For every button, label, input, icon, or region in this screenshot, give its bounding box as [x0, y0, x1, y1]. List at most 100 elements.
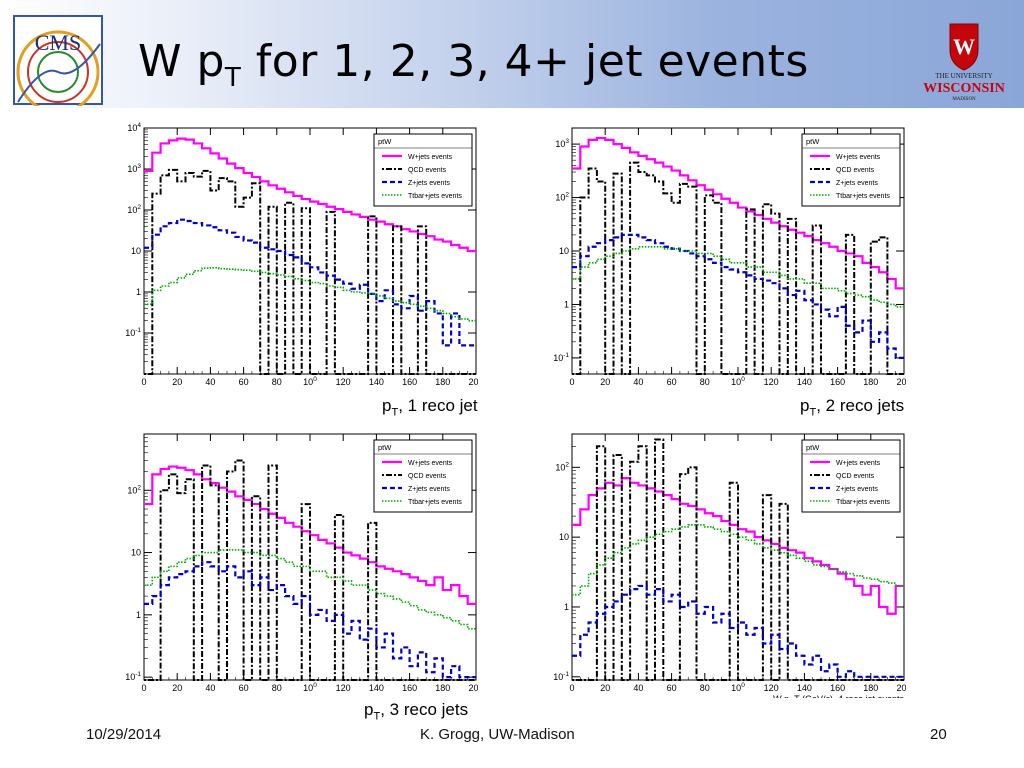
- plot-4-jets: 02040608010012014016018020010-1110102Eve…: [546, 428, 906, 698]
- caption-main: p: [800, 396, 810, 415]
- tick-label: 100: [303, 682, 317, 693]
- qcd-series: [572, 438, 904, 681]
- plot-svg: 02040608010012014016018020010-1110102Eve…: [546, 428, 906, 698]
- tick-label: 100: [303, 376, 317, 387]
- tick-label: 10: [559, 532, 569, 542]
- caption-main: p: [364, 700, 374, 719]
- legend-entry: Z+jets events: [408, 180, 450, 187]
- tick-label: 60: [239, 683, 249, 693]
- legend-title: ptW: [378, 137, 392, 146]
- tick-label: 40: [633, 683, 643, 693]
- tick-label: 180: [435, 683, 450, 693]
- uw-line1: THE UNIVERSITY: [935, 72, 992, 80]
- tick-label: 102: [555, 192, 569, 203]
- tick-label: 160: [402, 683, 417, 693]
- tick-label: 180: [863, 377, 878, 387]
- tick-label: 100: [731, 376, 745, 387]
- qcd-series: [572, 161, 904, 375]
- uw-line2: WISCONSIN: [923, 81, 1005, 96]
- tick-label: 1: [564, 602, 569, 612]
- legend-entry: QCD events: [836, 473, 875, 480]
- ttbar-series: [144, 549, 476, 630]
- plot-svg: 02040608010012014016018020010-1110102Eve…: [118, 428, 478, 698]
- tick-label: 80: [700, 377, 710, 387]
- tick-label: 0: [569, 377, 574, 387]
- zjets-series: [572, 233, 904, 360]
- tick-label: 120: [764, 377, 779, 387]
- footer-author: K. Grogg, UW-Madison: [420, 726, 575, 743]
- cms-logo-icon: CMS: [13, 15, 103, 106]
- legend-entry: Z+jets events: [836, 180, 878, 187]
- plot-1-jet: 0 20 40 60 80 100 120 140 160 180 200 10-1 1 10 102 103…: [118, 122, 478, 392]
- zjets-series: [572, 584, 904, 678]
- qcd-series: [144, 168, 476, 375]
- tick-label: 60: [239, 377, 249, 387]
- legend-entry: Ttbar+jets events: [836, 499, 890, 506]
- tick-label: 140: [369, 377, 384, 387]
- legend-entry: W+jets events: [836, 154, 881, 161]
- caption-sub: T: [809, 406, 817, 419]
- footer-page-number: 20: [930, 726, 947, 743]
- tick-label: 10-1: [553, 352, 569, 363]
- uw-crest-letter: W: [953, 34, 975, 59]
- plot-svg: 0 20 40 60 80 100 120 140 160 180 200 10-1 1 10 102 103…: [546, 122, 906, 392]
- tick-label: 40: [205, 377, 215, 387]
- footer-date: 10/29/2014: [86, 726, 162, 743]
- tick-label: 60: [667, 377, 677, 387]
- qcd-series: [144, 459, 476, 681]
- caption-rest: , 2 reco jets: [816, 396, 905, 415]
- tick-label: 120: [764, 683, 779, 693]
- tick-label: 140: [797, 377, 812, 387]
- tick-label: 10: [131, 548, 141, 558]
- tick-label: 80: [272, 377, 282, 387]
- tick-label: 200: [468, 683, 478, 693]
- legend-title: ptW: [378, 443, 392, 452]
- legend-entry: Z+jets events: [836, 486, 878, 493]
- tick-label: 1: [136, 610, 141, 620]
- legend-entry: Ttbar+jets events: [836, 193, 890, 200]
- tick-label: 10: [131, 246, 141, 256]
- ttbar-series: [572, 245, 904, 308]
- tick-label: 100: [731, 682, 745, 693]
- legend-entry: W+jets events: [408, 460, 453, 467]
- tick-label: 140: [797, 683, 812, 693]
- tick-label: 10-1: [125, 671, 141, 682]
- uw-line3: MADISON: [952, 97, 976, 102]
- tick-label: 20: [172, 683, 182, 693]
- tick-label: 1: [564, 299, 569, 309]
- tick-label: 80: [700, 683, 710, 693]
- tick-label: 40: [633, 377, 643, 387]
- page-title-subscript: T: [224, 63, 242, 93]
- plot-2-jets: 0 20 40 60 80 100 120 140 160 180 200 10-1 1 10 102 103…: [546, 122, 906, 392]
- caption-rest: , 3 reco jets: [380, 700, 469, 719]
- legend-entry: QCD events: [408, 167, 447, 174]
- uw-logo-icon: W THE UNIVERSITY WISCONSIN MADISON: [923, 23, 1005, 102]
- caption-sub: T: [373, 710, 381, 723]
- tick-label: 1: [136, 287, 141, 297]
- caption-main: p: [382, 396, 392, 415]
- tick-label: 10-1: [553, 671, 569, 682]
- legend-entry: W+jets events: [836, 460, 881, 467]
- tick-label: 103: [555, 138, 569, 149]
- ttbar-series: [144, 266, 476, 322]
- legend-entry: QCD events: [836, 167, 875, 174]
- tick-label: 200: [896, 683, 906, 693]
- caption-1-jet: pT, 1 reco jet: [382, 396, 478, 418]
- page-title-rest: for 1, 2, 3, 4+ jet events: [241, 36, 809, 87]
- x-axis-label: W p_T (GeV/c), 4 reco jet events: [773, 694, 904, 698]
- caption-sub: T: [391, 406, 399, 419]
- caption-3-jets: pT, 3 reco jets: [364, 700, 468, 722]
- caption-rest: , 1 reco jet: [398, 396, 478, 415]
- legend-entry: Ttbar+jets events: [408, 193, 462, 200]
- zjets-series: [144, 218, 476, 347]
- tick-label: 40: [205, 683, 215, 693]
- tick-label: 140: [369, 683, 384, 693]
- zjets-series: [144, 561, 476, 679]
- legend-title: ptW: [806, 137, 820, 146]
- tick-label: 20: [172, 377, 182, 387]
- page-title: W pT for 1, 2, 3, 4+ jet events: [138, 36, 809, 93]
- tick-label: 200: [896, 377, 906, 387]
- plot-3-jets: 02040608010012014016018020010-1110102Eve…: [118, 428, 478, 698]
- tick-label: 180: [435, 377, 450, 387]
- tick-label: 20: [600, 377, 610, 387]
